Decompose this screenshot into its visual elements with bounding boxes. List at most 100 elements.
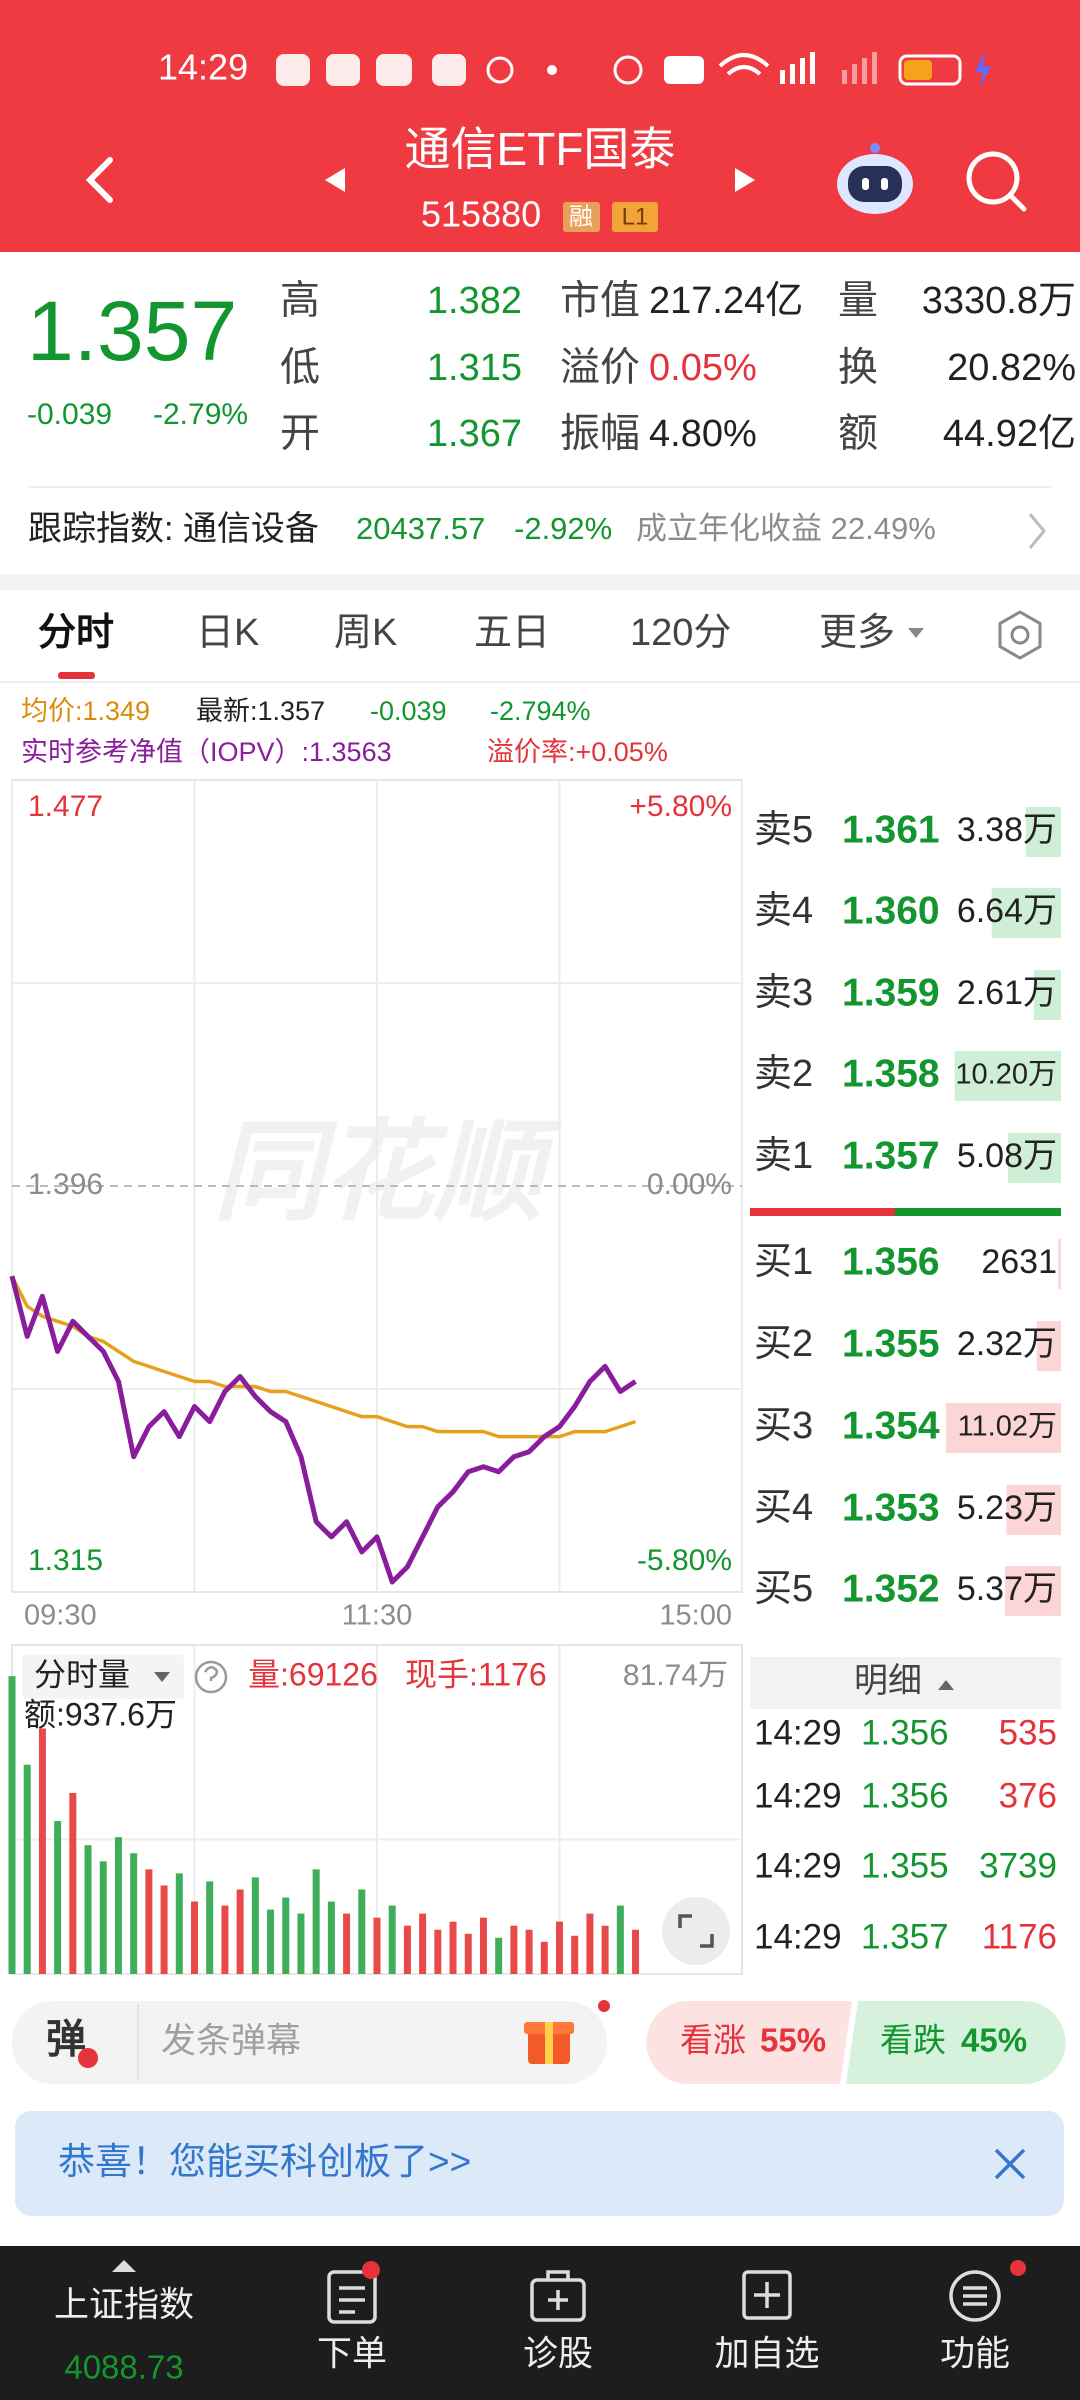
next-arrow[interactable] bbox=[735, 168, 755, 192]
tracking-change: -2.92% bbox=[514, 511, 612, 546]
trade-price: 1.356 bbox=[861, 1776, 949, 1815]
nav-label[interactable]: 下单 bbox=[317, 2334, 387, 2373]
trades-header[interactable] bbox=[750, 1657, 1061, 1709]
banner[interactable] bbox=[15, 2111, 1064, 2216]
volume-bar bbox=[525, 1929, 533, 1974]
stock-code: 515880 bbox=[421, 194, 541, 235]
book-label: 卖3 bbox=[754, 972, 813, 1014]
tracking-value: 20437.57 bbox=[356, 511, 485, 546]
shape bbox=[975, 52, 991, 88]
volume-bar bbox=[267, 1909, 275, 1974]
danmu-bar[interactable] bbox=[12, 2001, 607, 2084]
volume-selector[interactable] bbox=[22, 1655, 184, 1699]
danmu-icon-badge bbox=[78, 2048, 98, 2068]
bear-button[interactable] bbox=[846, 2001, 1066, 2084]
shape bbox=[326, 54, 360, 86]
shape bbox=[546, 2270, 570, 2310]
trades-list: 14:29 1.356 535 14:29 1.356 376 14:29 1.355 3739… bbox=[754, 1713, 1057, 1956]
volume-bar bbox=[403, 1925, 411, 1974]
dropdown-icon bbox=[154, 1672, 170, 1682]
stat-value: 20.82% bbox=[947, 347, 1076, 389]
volume-bar bbox=[540, 1941, 548, 1974]
book-label: 卖5 bbox=[754, 809, 813, 851]
notify-dot bbox=[598, 2000, 610, 2012]
badge-bg bbox=[563, 202, 600, 232]
tab[interactable]: 分时 bbox=[38, 612, 114, 654]
tab[interactable]: 周K bbox=[334, 612, 397, 654]
back-button[interactable] bbox=[85, 157, 113, 203]
nav-label[interactable]: 诊股 bbox=[523, 2334, 593, 2373]
volume-bar bbox=[236, 1889, 244, 1974]
bear-label: 看跌 bbox=[880, 2022, 946, 2059]
tracking-label: 跟踪指数: 通信设备 bbox=[28, 510, 319, 548]
nav-label[interactable]: 加自选 bbox=[714, 2334, 819, 2373]
volume-bar bbox=[145, 1869, 153, 1974]
shape bbox=[486, 56, 514, 84]
volume-bar bbox=[343, 1913, 351, 1974]
volume-bar bbox=[495, 1937, 503, 1974]
y2-tick-label: -5.80% bbox=[637, 1544, 732, 1577]
nav-icons bbox=[327, 2270, 1001, 2324]
stat-label: 低 bbox=[280, 346, 320, 390]
volume-bar bbox=[510, 1925, 518, 1974]
tab-bar: 分时 日K 周K 五日 120分 更多 bbox=[38, 612, 895, 654]
volume-bar bbox=[160, 1885, 168, 1974]
trade-volume: 535 bbox=[999, 1713, 1057, 1752]
book-label: 卖1 bbox=[754, 1135, 813, 1177]
iopv: 实时参考净值（IOPV）:1.3563 bbox=[21, 737, 392, 767]
book-price: 1.361 bbox=[842, 808, 940, 851]
notify-dot bbox=[362, 2261, 380, 2279]
book-price: 1.359 bbox=[842, 971, 940, 1014]
nav-label[interactable]: 功能 bbox=[940, 2334, 1010, 2373]
volume-bar bbox=[632, 1929, 640, 1974]
book-volume: 2631 bbox=[981, 1243, 1057, 1281]
volume-bar bbox=[84, 1845, 92, 1974]
stat-label: 振幅 bbox=[560, 412, 640, 456]
shape bbox=[862, 178, 869, 190]
nav-label[interactable]: 上证指数 bbox=[54, 2285, 194, 2324]
trade-time: 14:29 bbox=[754, 1776, 842, 1815]
volume-title: 分时量 bbox=[34, 1656, 130, 1692]
stat-label: 量 bbox=[838, 279, 878, 323]
gift-icon[interactable] bbox=[524, 2022, 574, 2064]
shape bbox=[662, 1897, 730, 1965]
book-label: 买2 bbox=[754, 1323, 813, 1365]
volume-bar bbox=[586, 1913, 594, 1974]
volume-bar bbox=[312, 1869, 320, 1974]
expand-icon bbox=[112, 2260, 136, 2272]
price-change-pct: -2.79% bbox=[153, 398, 248, 431]
badge: 融 bbox=[569, 203, 593, 230]
book-price: 1.358 bbox=[842, 1052, 940, 1095]
depth-bar bbox=[1004, 1566, 1061, 1616]
tab[interactable]: 五日 bbox=[474, 612, 550, 654]
avg-line bbox=[10, 1275, 637, 1439]
volume-bar bbox=[373, 1917, 381, 1974]
bull-button[interactable] bbox=[646, 2001, 852, 2084]
book-price: 1.356 bbox=[842, 1240, 940, 1283]
shape bbox=[327, 2270, 377, 2324]
legend-change-pct: -2.794% bbox=[490, 696, 591, 726]
stat-value: 217.24亿 bbox=[649, 280, 803, 322]
volume-bar bbox=[114, 1837, 122, 1974]
tab[interactable]: 120分 bbox=[630, 612, 731, 654]
volume-bar bbox=[479, 1917, 487, 1974]
settings-button[interactable] bbox=[998, 610, 1042, 660]
trade-price: 1.355 bbox=[861, 1846, 949, 1885]
shape bbox=[545, 2022, 553, 2064]
tab[interactable]: 日K bbox=[196, 612, 259, 654]
y2-tick-label: 0.00% bbox=[647, 1168, 732, 1201]
dropdown-icon bbox=[908, 628, 924, 638]
chevron[interactable] bbox=[1028, 513, 1046, 549]
shape bbox=[664, 56, 704, 84]
help-icon[interactable] bbox=[194, 1660, 228, 1694]
banner-close[interactable] bbox=[994, 2148, 1026, 2180]
prev-arrow[interactable] bbox=[325, 168, 345, 192]
tab[interactable]: 更多 bbox=[819, 612, 895, 654]
volume-bar bbox=[419, 1913, 427, 1974]
robot-button[interactable] bbox=[837, 143, 913, 214]
tab-underline bbox=[58, 672, 95, 679]
book-label: 卖4 bbox=[754, 890, 813, 932]
fullscreen-button[interactable] bbox=[662, 1897, 730, 1965]
search-button[interactable] bbox=[966, 151, 1027, 212]
